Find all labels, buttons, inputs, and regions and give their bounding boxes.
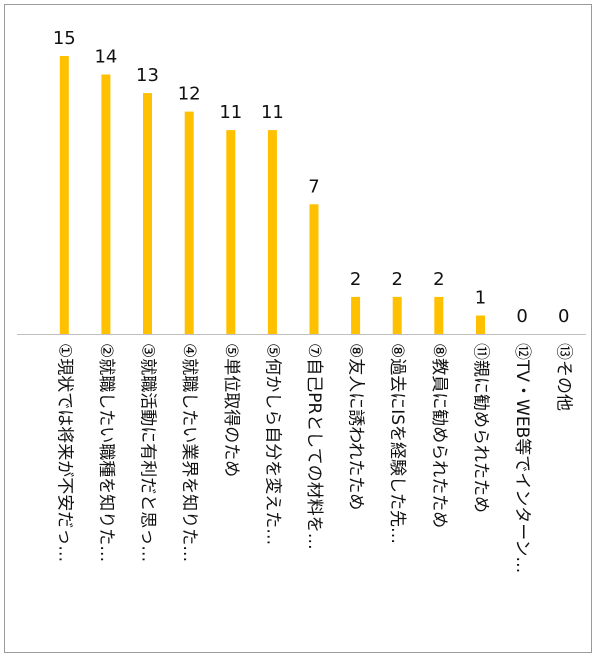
value-label-7: 7 xyxy=(308,176,319,197)
bar-10 xyxy=(434,296,444,334)
bar-3 xyxy=(143,93,152,334)
category-label-12: ⑫TV・WEB等でインターン… xyxy=(512,343,532,573)
bars-group xyxy=(59,56,485,334)
value-label-5: 11 xyxy=(219,102,242,123)
bar-11 xyxy=(476,315,485,334)
category-label-9: ⑧過去にISを経験した先… xyxy=(387,343,407,544)
category-label-3: ③就職活動に有利だと思っ… xyxy=(138,343,158,562)
bar-4 xyxy=(184,111,194,334)
bar-7 xyxy=(309,204,319,334)
category-label-1: ①現状では将来が不安だっ… xyxy=(54,343,74,562)
category-label-7: ⑦自己PRとしての材料を… xyxy=(304,343,324,550)
bar-5 xyxy=(226,130,236,334)
value-label-10: 2 xyxy=(433,269,444,290)
category-label-4: ④就職したい業界を知りた… xyxy=(179,343,199,562)
bar-9 xyxy=(392,296,402,334)
bar-2 xyxy=(101,74,111,334)
category-label-11: ⑪親に勧められたため xyxy=(471,343,491,513)
value-label-8: 2 xyxy=(350,269,361,290)
category-label-6: ⑤何かしら自分を変えた… xyxy=(262,343,282,545)
value-label-12: 0 xyxy=(516,306,527,327)
category-label-13: ⑬その他 xyxy=(554,343,574,411)
value-label-6: 11 xyxy=(261,102,284,123)
value-label-13: 0 xyxy=(558,306,569,327)
category-label-2: ②就職したい職種を知りた… xyxy=(96,343,116,562)
bar-6 xyxy=(267,130,277,334)
value-label-9: 2 xyxy=(391,269,402,290)
category-label-10: ⑧教員に勧められたため xyxy=(429,343,449,528)
bar-1 xyxy=(59,56,69,334)
category-labels-group: ①現状では将来が不安だっ… ②就職したい職種を知りた… ③就職活動に有利だと思っ… ④… xyxy=(54,343,573,573)
value-label-3: 13 xyxy=(136,65,159,86)
bar-8 xyxy=(351,296,361,334)
value-label-1: 15 xyxy=(53,28,76,49)
category-label-5: ⑤単位取得のため xyxy=(221,343,241,477)
category-label-8: ⑧友人に誘われたため xyxy=(346,343,366,510)
value-label-4: 12 xyxy=(178,84,201,105)
value-labels-group: 15 14 13 12 11 11 7 2 2 2 1 0 0 xyxy=(53,28,570,327)
value-label-2: 14 xyxy=(94,47,117,68)
value-label-11: 1 xyxy=(475,288,486,309)
